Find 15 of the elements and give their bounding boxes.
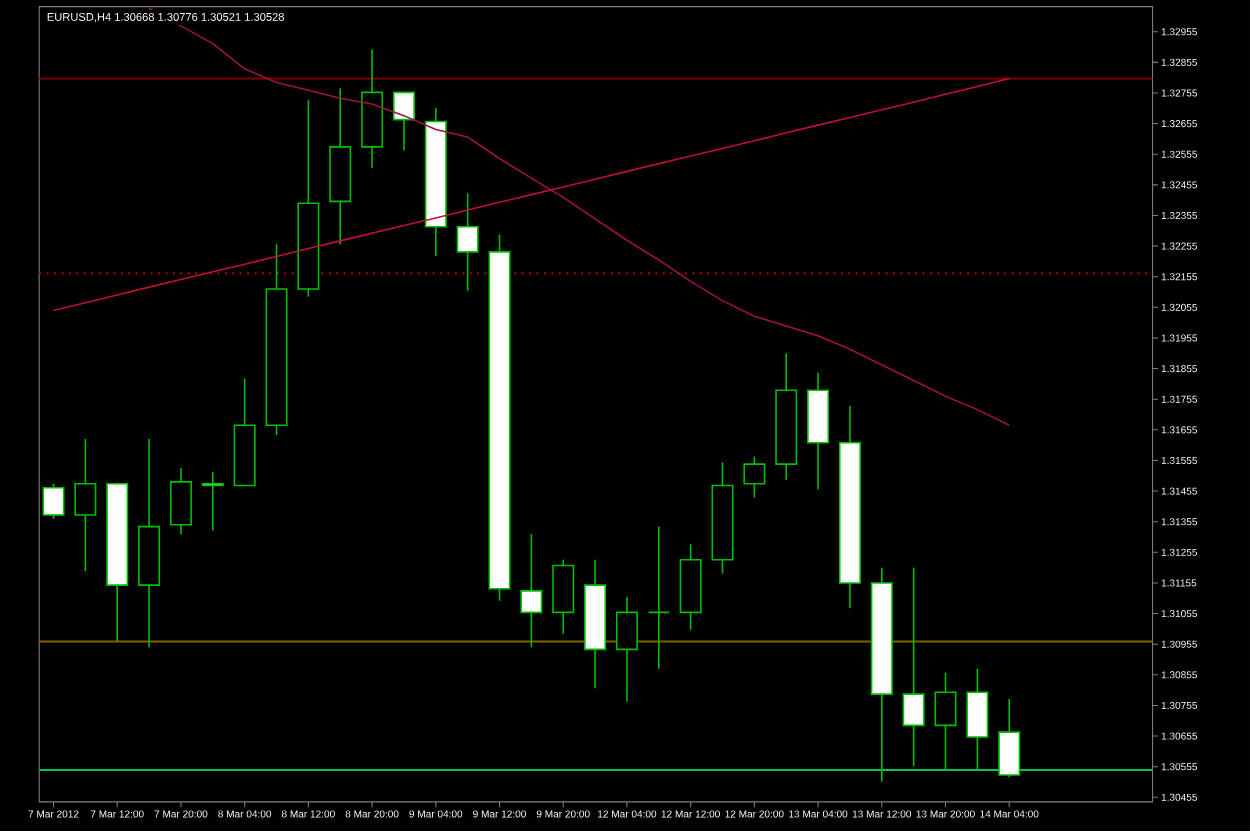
candlestick xyxy=(456,193,479,293)
candlestick xyxy=(966,668,989,772)
candlestick xyxy=(74,438,97,573)
candlestick xyxy=(902,567,925,768)
candlestick xyxy=(520,533,543,649)
candlestick xyxy=(934,672,957,772)
candlestick xyxy=(647,526,670,670)
candlestick xyxy=(743,456,766,499)
candlestick xyxy=(998,698,1021,779)
candlestick xyxy=(552,559,575,636)
candlestick xyxy=(615,596,638,704)
candlestick xyxy=(201,471,224,532)
candlestick xyxy=(169,467,192,536)
candlestick xyxy=(42,483,65,521)
candlestick xyxy=(392,92,415,152)
